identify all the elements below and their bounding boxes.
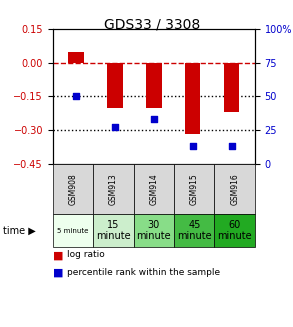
- Text: 5 minute: 5 minute: [57, 228, 89, 233]
- Bar: [185, 63, 200, 134]
- Bar: [107, 63, 123, 108]
- Text: log ratio: log ratio: [67, 250, 105, 259]
- Text: GSM915: GSM915: [190, 173, 199, 205]
- Text: 30
minute: 30 minute: [137, 220, 171, 241]
- Text: time ▶: time ▶: [3, 226, 36, 235]
- Bar: [68, 52, 84, 63]
- Text: 60
minute: 60 minute: [217, 220, 252, 241]
- Text: GSM913: GSM913: [109, 173, 118, 205]
- Point: [74, 94, 79, 99]
- Text: ■: ■: [53, 268, 63, 278]
- Text: 15
minute: 15 minute: [96, 220, 131, 241]
- Text: ■: ■: [53, 250, 63, 260]
- Point: [229, 144, 234, 149]
- Point: [113, 125, 117, 130]
- Bar: [224, 63, 239, 112]
- Point: [151, 117, 156, 122]
- Text: GDS33 / 3308: GDS33 / 3308: [104, 18, 200, 32]
- Point: [190, 144, 195, 149]
- Text: GSM908: GSM908: [69, 173, 77, 205]
- Text: GSM914: GSM914: [149, 173, 158, 205]
- Text: percentile rank within the sample: percentile rank within the sample: [67, 268, 220, 277]
- Bar: [146, 63, 162, 108]
- Text: 45
minute: 45 minute: [177, 220, 212, 241]
- Text: GSM916: GSM916: [230, 173, 239, 205]
